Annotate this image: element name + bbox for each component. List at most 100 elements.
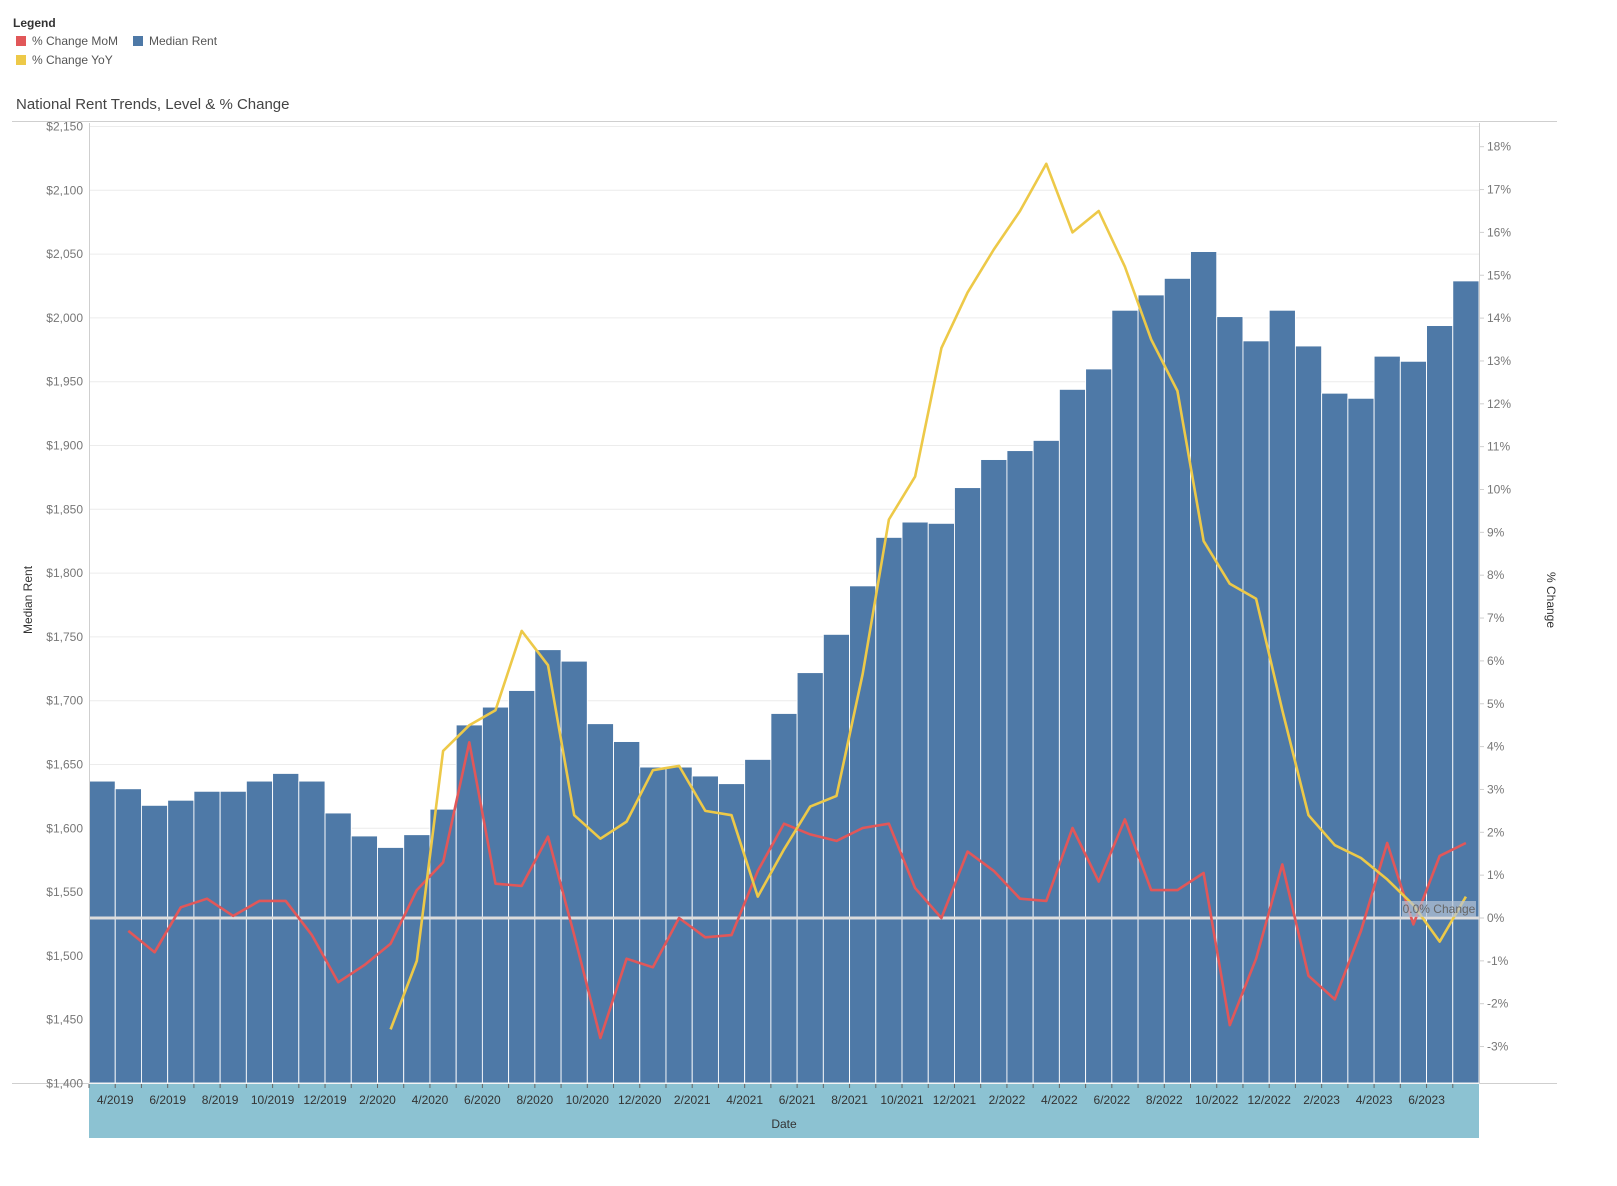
rent-bar <box>298 780 326 1084</box>
rent-bar <box>1190 251 1218 1084</box>
y2-tick-label: 3% <box>1487 782 1505 796</box>
y-tick-label: $2,100 <box>46 183 83 197</box>
y2-tick-label: 10% <box>1487 483 1511 497</box>
rent-bar <box>193 790 221 1084</box>
rent-bar <box>639 766 667 1084</box>
rent-bar <box>560 660 588 1084</box>
y2-tick-label: 4% <box>1487 740 1505 754</box>
x-axis-band <box>89 1084 1479 1138</box>
y-tick-label: $2,000 <box>46 311 83 325</box>
reference-label: 0.0% Change <box>1403 902 1476 916</box>
y-tick-label: $1,750 <box>46 630 83 644</box>
x-tick-label: 2/2022 <box>989 1093 1026 1107</box>
x-tick-label: 2/2021 <box>674 1093 711 1107</box>
legend-item-mom[interactable]: % Change MoM <box>16 34 118 48</box>
rent-bar <box>1452 280 1480 1084</box>
y2-tick-label: 2% <box>1487 825 1505 839</box>
x-axis-title: Date <box>771 1117 797 1131</box>
rent-bar <box>167 799 195 1084</box>
y2-tick-label: 1% <box>1487 868 1505 882</box>
rent-bar <box>350 835 378 1084</box>
rent-bar <box>901 521 929 1084</box>
rent-bar <box>272 772 300 1084</box>
y-tick-label: $1,450 <box>46 1013 83 1027</box>
y2-tick-label: 8% <box>1487 568 1505 582</box>
x-tick-label: 4/2022 <box>1041 1093 1078 1107</box>
rent-bar <box>1216 316 1244 1084</box>
rent-bar <box>1373 355 1401 1084</box>
legend-item-yoy[interactable]: % Change YoY <box>16 53 113 67</box>
y2-tick-label: 14% <box>1487 311 1511 325</box>
rent-bar <box>1321 392 1349 1084</box>
y-tick-label: $2,050 <box>46 247 83 261</box>
y-axis-title: Median Rent <box>21 565 35 634</box>
rent-bar <box>1426 325 1454 1084</box>
y2-axis-title: % Change <box>1544 572 1558 628</box>
rent-bar <box>613 741 641 1084</box>
y-tick-label: $2,150 <box>46 120 83 134</box>
y2-tick-label: 9% <box>1487 525 1505 539</box>
y2-tick-label: 13% <box>1487 354 1511 368</box>
x-tick-label: 6/2021 <box>779 1093 816 1107</box>
rent-bar <box>954 487 982 1084</box>
y2-tick-label: 18% <box>1487 140 1511 154</box>
x-tick-label: 8/2021 <box>831 1093 868 1107</box>
y2-tick-label: -1% <box>1487 954 1509 968</box>
rent-bar <box>980 459 1008 1084</box>
y2-tick-label: 7% <box>1487 611 1505 625</box>
legend-label-yoy: % Change YoY <box>32 53 113 67</box>
rent-bar <box>324 812 352 1084</box>
y2-tick-label: 5% <box>1487 697 1505 711</box>
legend-swatch-mom <box>16 36 26 46</box>
x-tick-label: 8/2019 <box>202 1093 239 1107</box>
legend-label-median-rent: Median Rent <box>149 34 218 48</box>
y-tick-label: $1,800 <box>46 566 83 580</box>
x-tick-label: 2/2023 <box>1303 1093 1340 1107</box>
y2-tick-label: 12% <box>1487 397 1511 411</box>
x-tick-label: 4/2021 <box>726 1093 763 1107</box>
rent-bar <box>770 713 798 1084</box>
y-tick-label: $1,950 <box>46 375 83 389</box>
rent-bar <box>1085 368 1113 1084</box>
rent-bar <box>849 585 877 1084</box>
y2-tick-label: 0% <box>1487 911 1505 925</box>
legend-swatch-median-rent <box>133 36 143 46</box>
rent-bar <box>481 706 510 1084</box>
x-tick-label: 10/2019 <box>251 1093 295 1107</box>
rent-bar <box>1111 309 1139 1084</box>
rent-bar <box>744 758 772 1084</box>
rent-bar <box>114 788 142 1084</box>
y2-tick-label: 15% <box>1487 268 1511 282</box>
rent-bar <box>141 804 169 1084</box>
legend-item-median-rent[interactable]: Median Rent <box>133 34 217 48</box>
rent-bar <box>1347 397 1375 1084</box>
rent-bar <box>875 536 903 1084</box>
rent-bar <box>88 780 116 1084</box>
y-tick-label: $1,900 <box>46 439 83 453</box>
x-tick-label: 12/2022 <box>1247 1093 1291 1107</box>
reference-label-bg <box>1402 901 1476 917</box>
y2-tick-label: -3% <box>1487 1040 1509 1054</box>
x-tick-label: 10/2020 <box>566 1093 610 1107</box>
legend-swatch-yoy <box>16 55 26 65</box>
y-tick-label: $1,850 <box>46 502 83 516</box>
y2-tick-label: -2% <box>1487 997 1509 1011</box>
legend-label-mom: % Change MoM <box>32 34 119 48</box>
y2-tick-label: 6% <box>1487 654 1505 668</box>
rent-bar <box>1399 360 1427 1084</box>
rent-bar <box>1006 450 1034 1084</box>
x-tick-label: 6/2020 <box>464 1093 501 1107</box>
rent-bar <box>219 790 247 1084</box>
x-tick-label: 12/2020 <box>618 1093 662 1107</box>
rent-bar <box>1058 388 1087 1084</box>
rent-bar <box>1032 439 1060 1084</box>
legend: Legend % Change MoM Median Rent % Change… <box>13 14 313 74</box>
y-tick-label: $1,700 <box>46 694 83 708</box>
rent-bar <box>377 846 405 1084</box>
y2-tick-label: 11% <box>1487 440 1510 454</box>
x-tick-label: 10/2022 <box>1195 1093 1239 1107</box>
rent-bar <box>1242 340 1270 1084</box>
y-tick-label: $1,600 <box>46 821 83 835</box>
y2-tick-label: 17% <box>1487 183 1511 197</box>
